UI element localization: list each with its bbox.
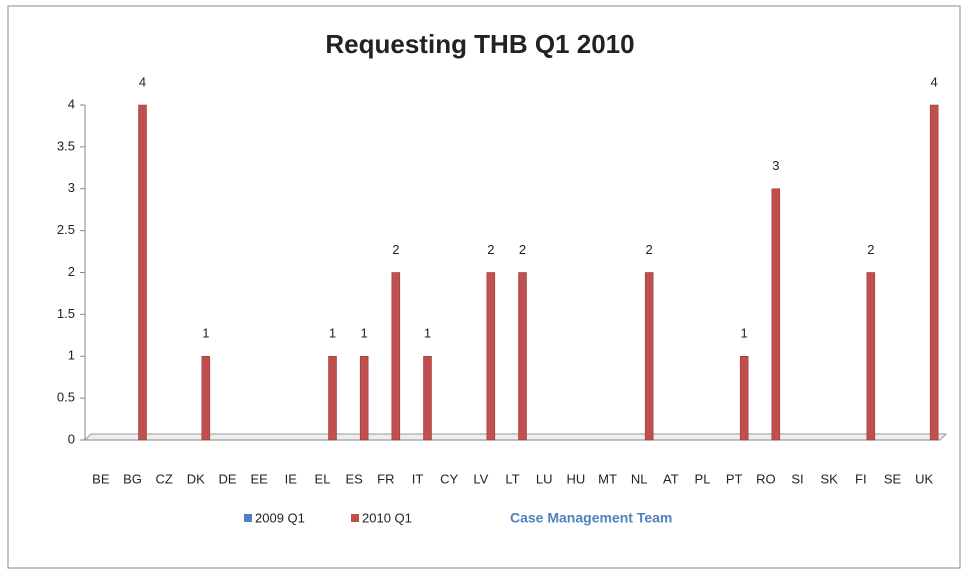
x-tick-label: LT: [505, 471, 519, 486]
y-tick-label: 1: [68, 348, 75, 363]
legend-label: 2010 Q1: [362, 510, 412, 525]
bar: [518, 272, 527, 441]
y-tick-label: 1.5: [57, 306, 75, 321]
bar: [138, 104, 147, 441]
x-tick-label: SK: [820, 471, 838, 486]
data-label: 3: [772, 158, 779, 173]
x-tick-label: RO: [756, 471, 776, 486]
floor: [83, 433, 948, 441]
data-label: 1: [202, 326, 209, 341]
y-tick-label: 4: [68, 96, 75, 111]
bar: [423, 356, 432, 441]
data-label: 1: [361, 326, 368, 341]
y-tick-label: 3: [68, 180, 75, 195]
x-tick-label: BE: [92, 471, 110, 486]
x-tick-label: LU: [536, 471, 553, 486]
x-tick-label: BG: [123, 471, 142, 486]
x-tick-label: EL: [315, 471, 331, 486]
bar: [391, 272, 401, 441]
chart-border: [7, 5, 961, 569]
data-label: 4: [931, 74, 938, 89]
y-tick-label: 3.5: [57, 138, 75, 153]
legend-label: 2009 Q1: [255, 510, 305, 525]
y-tick-label: 0: [68, 431, 75, 446]
x-tick-label: AT: [663, 471, 679, 486]
annotation: Case Management Team: [510, 510, 672, 526]
x-tick-label: IE: [285, 471, 298, 486]
y-tick-label: 2.5: [57, 222, 75, 237]
data-label: 4: [139, 74, 146, 89]
x-tick-label: NL: [631, 471, 648, 486]
legend-swatch: [244, 514, 252, 522]
data-label: 2: [392, 242, 399, 257]
data-label: 2: [487, 242, 494, 257]
x-tick-label: EE: [250, 471, 268, 486]
x-tick-label: MT: [598, 471, 617, 486]
x-tick-label: DE: [218, 471, 236, 486]
bar: [201, 356, 211, 441]
data-label: 1: [329, 326, 336, 341]
y-tick-label: 0.5: [57, 390, 75, 405]
x-tick-label: PT: [726, 471, 743, 486]
x-tick-label: PL: [695, 471, 711, 486]
bar: [739, 356, 749, 441]
bar: [929, 104, 939, 441]
data-label: 2: [519, 242, 526, 257]
x-tick-label: LV: [473, 471, 488, 486]
x-tick-label: CY: [440, 471, 458, 486]
x-tick-label: UK: [915, 471, 933, 486]
x-tick-label: CZ: [155, 471, 172, 486]
bar: [644, 272, 654, 441]
x-tick-label: FI: [855, 471, 867, 486]
x-tick-label: DK: [187, 471, 205, 486]
x-tick-label: SE: [884, 471, 902, 486]
x-tick-label: HU: [566, 471, 585, 486]
data-label: 1: [741, 326, 748, 341]
bar: [866, 272, 876, 441]
x-tick-label: IT: [412, 471, 424, 486]
bar: [359, 356, 369, 441]
x-tick-label: SI: [791, 471, 803, 486]
y-tick-label: 2: [68, 264, 75, 279]
bar: [486, 272, 496, 441]
data-label: 2: [867, 242, 874, 257]
legend-swatch: [351, 514, 359, 522]
x-tick-label: FR: [377, 471, 394, 486]
data-label: 2: [646, 242, 653, 257]
data-label: 1: [424, 326, 431, 341]
x-tick-label: ES: [345, 471, 363, 486]
chart-title: Requesting THB Q1 2010: [325, 29, 634, 59]
bar: [328, 356, 337, 441]
bar: [771, 188, 781, 441]
